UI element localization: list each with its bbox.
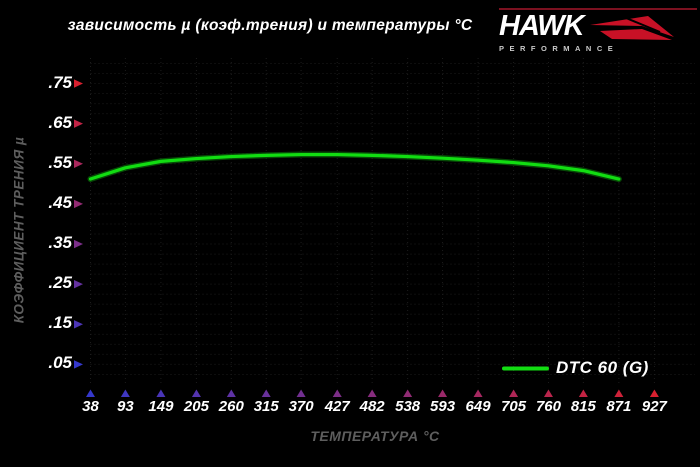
y-axis-arrow-icon xyxy=(74,199,83,209)
x-tick-label: 649 xyxy=(465,398,491,415)
x-tick-label: 871 xyxy=(606,398,632,415)
x-axis-arrow-icon xyxy=(296,389,306,397)
y-axis-arrow-icon xyxy=(74,320,83,329)
x-axis-arrow-icon xyxy=(367,389,377,397)
logo-subtitle-text: PERFORMANCE xyxy=(499,44,619,53)
x-tick-label: 427 xyxy=(324,398,350,415)
y-axis-arrow-icon xyxy=(74,360,83,369)
x-axis-arrow-icon xyxy=(156,389,166,397)
x-axis-arrow-icon xyxy=(191,389,201,397)
x-axis-arrow-icon xyxy=(86,389,95,397)
y-tick-label: .45 xyxy=(48,192,72,212)
grid-lines xyxy=(90,58,695,384)
x-tick-label: 93 xyxy=(117,398,134,415)
x-axis-arrow-icon xyxy=(649,389,659,397)
x-axis-arrow-icon xyxy=(543,389,553,397)
x-tick-label: 38 xyxy=(82,398,99,415)
legend-series-label: DTC 60 (G) xyxy=(556,358,649,377)
x-axis-arrow-icon xyxy=(438,389,448,397)
x-axis-arrow-icon xyxy=(509,389,519,397)
series-line-glow xyxy=(87,151,622,183)
logo-brand-text: HAWK xyxy=(499,10,585,42)
x-tick-label: 315 xyxy=(253,398,279,415)
logo-top-rule xyxy=(499,8,697,10)
x-axis-arrow-icon xyxy=(332,389,342,397)
y-tick-label: .55 xyxy=(48,152,72,172)
x-tick-label: 482 xyxy=(359,398,385,415)
x-tick-label: 149 xyxy=(148,398,174,415)
x-tick-label: 927 xyxy=(641,398,667,415)
hawk-logo: HAWK PERFORMANCE xyxy=(499,8,697,53)
x-tick-label: 538 xyxy=(395,398,421,415)
series-line xyxy=(88,152,621,181)
x-tick-label: 260 xyxy=(218,398,244,415)
x-tick-label: 370 xyxy=(288,398,314,415)
y-tick-label: .75 xyxy=(48,72,72,92)
y-tick-label: .25 xyxy=(48,273,72,293)
x-axis-arrow-icon xyxy=(226,389,236,397)
x-tick-label: 205 xyxy=(183,398,209,415)
y-axis-arrow-icon xyxy=(74,119,83,128)
x-axis-arrow-icon xyxy=(261,389,271,397)
chart-title: зависимость µ (коэф.трения) и температур… xyxy=(67,17,473,34)
y-tick-label: .65 xyxy=(48,112,72,132)
y-axis-arrow-icon xyxy=(74,279,83,289)
y-axis-arrow-icon xyxy=(74,159,83,168)
y-tick-label: .15 xyxy=(48,313,72,333)
x-tick-label: 760 xyxy=(535,398,561,415)
x-tick-label: 593 xyxy=(430,398,456,415)
y-tick-label: .35 xyxy=(48,233,72,253)
x-axis-title: ТЕМПЕРАТУРА °С xyxy=(310,428,440,444)
x-tick-label: 705 xyxy=(501,398,527,415)
y-axis-arrow-icon xyxy=(74,79,83,88)
y-axis-arrow-icon xyxy=(74,239,83,249)
x-axis-arrow-icon xyxy=(120,389,130,397)
hawk-wing-icon xyxy=(589,16,674,40)
x-axis-arrow-icon xyxy=(578,389,588,397)
x-tick-label: 815 xyxy=(570,398,596,415)
y-tick-label: .05 xyxy=(48,353,72,373)
x-axis-arrow-icon xyxy=(614,389,624,397)
x-axis-arrow-icon xyxy=(403,389,413,397)
x-axis-arrow-icon xyxy=(473,389,483,397)
